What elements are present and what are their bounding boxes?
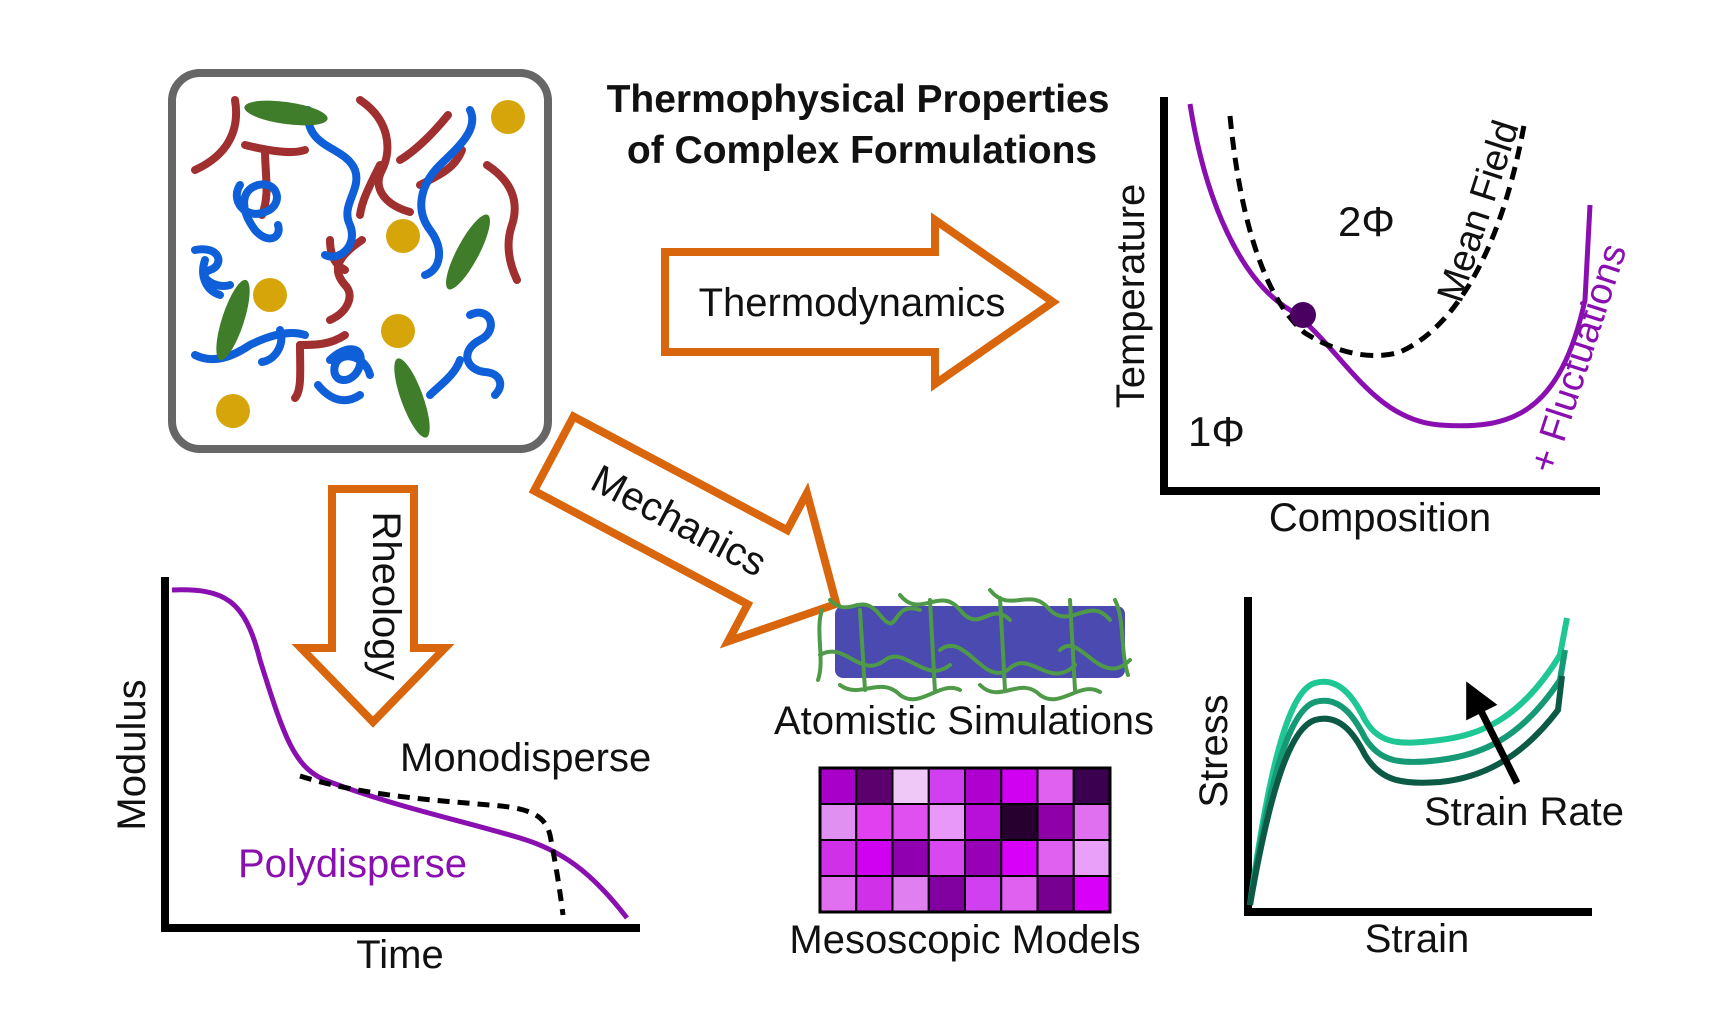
meso-cell	[964, 875, 1003, 913]
atomistic-label: Atomistic Simulations	[774, 699, 1154, 743]
meso-cell	[891, 803, 930, 841]
meso-cell	[964, 767, 1003, 805]
meso-cell	[1036, 803, 1075, 841]
meso-cell	[964, 803, 1003, 841]
rheology-arrow-shape	[291, 485, 455, 728]
stress-curve-mid	[1247, 649, 1568, 906]
mesoscopic-grid: Mesoscopic Models	[789, 766, 1141, 962]
meso-cell	[819, 839, 858, 877]
meso-cell	[1036, 839, 1075, 877]
blue-polymers	[191, 106, 505, 405]
mechanics-arrow-shape	[528, 411, 842, 649]
meso-cell	[1000, 839, 1039, 877]
polydisperse-label: Polydisperse	[238, 842, 467, 886]
fluctuations-label: + Fluctuations	[1522, 239, 1635, 478]
meso-cell	[927, 767, 966, 805]
strain-rate-arrow	[1466, 681, 1521, 785]
one-phase-label: 1Φ	[1188, 408, 1245, 455]
meso-cell	[1072, 767, 1111, 805]
meso-cell	[1036, 767, 1075, 805]
mechanics-arrow: Mechanics	[528, 411, 842, 649]
fluctuation-binodal	[1187, 103, 1593, 429]
stress-x-label: Strain	[1365, 917, 1470, 961]
meso-cell	[927, 839, 966, 877]
thermodynamics-label: Thermodynamics	[699, 281, 1006, 325]
phase-diagram: Temperature Composition 2Φ 1Φ Mean Field…	[1109, 97, 1635, 540]
meso-cells	[819, 767, 1111, 913]
meso-cell	[891, 767, 930, 805]
meso-grid-border	[818, 766, 1112, 914]
critical-point	[1290, 302, 1316, 328]
meso-cell	[819, 875, 858, 913]
rheology-y-label: Modulus	[110, 679, 154, 830]
thermodynamics-arrow: Thermodynamics	[661, 212, 1061, 392]
green-ellipses	[216, 100, 490, 438]
stress-strain-plot: Stress Strain Strain Rate	[1192, 597, 1624, 961]
atomistic-chains	[816, 588, 1132, 702]
atomistic-simulation: Atomistic Simulations	[774, 588, 1154, 743]
meso-cell	[819, 803, 858, 841]
meso-cell	[927, 803, 966, 841]
rheology-plot: Modulus Time Monodisperse Polydisperse	[110, 577, 651, 977]
meso-cell	[855, 839, 894, 877]
formulation-box	[168, 69, 552, 453]
rheology-arrow: Rheology	[291, 485, 455, 728]
rheology-x-label: Time	[356, 933, 443, 977]
phase-axes	[1160, 97, 1600, 495]
meso-cell	[927, 875, 966, 913]
meso-cell	[1072, 839, 1111, 877]
meso-cell	[855, 803, 894, 841]
mesoscopic-label: Mesoscopic Models	[789, 918, 1140, 962]
meso-cell	[855, 875, 894, 913]
monodisperse-label: Monodisperse	[400, 736, 651, 780]
yellow-particles	[216, 100, 525, 428]
meso-cell	[1072, 803, 1111, 841]
title-line-1: Thermophysical Properties	[607, 78, 1110, 121]
meso-cell	[1036, 875, 1075, 913]
mean-field-binodal	[1227, 115, 1528, 359]
meso-cell	[855, 767, 894, 805]
thermodynamics-arrow-shape	[661, 212, 1061, 392]
stress-curve-low	[1247, 675, 1565, 906]
title-line-2: of Complex Formulations	[627, 129, 1097, 172]
meso-cell	[891, 839, 930, 877]
phase-x-label: Composition	[1269, 496, 1491, 540]
stress-axes	[1244, 597, 1592, 916]
mean-field-label: Mean Field	[1430, 115, 1528, 307]
stress-y-label: Stress	[1192, 694, 1236, 807]
rheology-axes	[161, 577, 640, 932]
strain-rate-label: Strain Rate	[1424, 790, 1624, 834]
meso-cell	[1000, 803, 1039, 841]
meso-cell	[819, 767, 858, 805]
two-phase-label: 2Φ	[1338, 198, 1395, 245]
monodisperse-curve	[299, 773, 566, 916]
meso-cell	[1000, 875, 1039, 913]
meso-cell	[891, 875, 930, 913]
meso-cell	[1000, 767, 1039, 805]
meso-cell	[964, 839, 1003, 877]
phase-y-label: Temperature	[1109, 184, 1153, 409]
meso-cell	[1072, 875, 1111, 913]
rheology-label: Rheology	[364, 511, 408, 680]
